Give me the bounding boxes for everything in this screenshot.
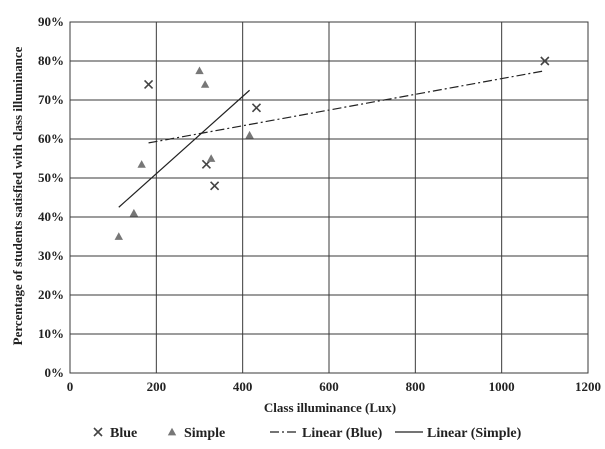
x-tick-label: 1200 — [575, 379, 601, 394]
x-tick-label: 600 — [319, 379, 339, 394]
y-axis-title: Percentage of students satisfied with cl… — [10, 46, 25, 345]
data-point-simple — [114, 232, 123, 240]
x-tick-label: 0 — [67, 379, 74, 394]
x-tick-label: 400 — [233, 379, 253, 394]
legend-item: Linear (Simple) — [395, 426, 522, 441]
x-marker-stroke — [251, 103, 262, 113]
trendlines — [118, 70, 545, 208]
gridlines — [69, 21, 589, 374]
x-marker-stroke — [540, 56, 550, 66]
y-tick-label: 0% — [45, 365, 65, 380]
legend-label: Linear (Blue) — [302, 426, 383, 441]
x-marker-stroke — [93, 427, 103, 437]
data-point-simple — [129, 208, 139, 217]
x-tick-label: 200 — [147, 379, 167, 394]
legend: Blue Simple Linear (Blue) Linear (Simple) — [93, 426, 522, 441]
y-tick-label: 50% — [38, 170, 64, 185]
legend-item: Linear (Blue) — [270, 426, 383, 441]
y-tick-label: 10% — [38, 326, 64, 341]
x-tick-label: 1000 — [489, 379, 515, 394]
trendline — [118, 89, 250, 208]
y-tick-labels: 0% 10% 20% 30% 40% 50% 60% 70% 80% 90% — [38, 14, 64, 380]
x-axis-title: Class illuminance (Lux) — [264, 400, 396, 415]
legend-item: Blue — [93, 426, 137, 441]
y-tick-label: 90% — [38, 14, 64, 29]
plot-frame — [69, 21, 589, 374]
legend-label: Linear (Simple) — [427, 426, 522, 441]
data-point-blue — [143, 79, 154, 89]
x-tick-labels: 0 200 400 600 800 1000 1200 — [67, 379, 601, 394]
legend-x-marker — [93, 427, 103, 437]
data-point-simple — [245, 130, 254, 139]
x-marker-stroke — [143, 79, 154, 89]
x-tick-label: 800 — [406, 379, 426, 394]
y-tick-label: 20% — [38, 287, 64, 302]
y-tick-label: 60% — [38, 131, 64, 146]
x-marker-stroke — [210, 181, 220, 191]
y-tick-label: 40% — [38, 209, 64, 224]
legend-label: Simple — [184, 426, 225, 441]
data-points — [114, 56, 550, 240]
legend-item: Simple — [167, 426, 225, 441]
data-point-simple — [137, 160, 146, 168]
data-point-simple — [200, 80, 210, 88]
axes — [69, 21, 589, 374]
data-point-simple — [206, 154, 216, 162]
data-point-blue — [540, 56, 550, 66]
data-point-blue — [251, 103, 262, 113]
legend-triangle-marker — [167, 427, 177, 436]
data-point-blue — [210, 181, 220, 191]
legend-label: Blue — [110, 426, 137, 441]
trendline — [148, 70, 545, 144]
y-tick-label: 30% — [38, 248, 64, 263]
data-point-simple — [195, 66, 204, 75]
y-tick-label: 70% — [38, 92, 64, 107]
y-tick-label: 80% — [38, 53, 64, 68]
